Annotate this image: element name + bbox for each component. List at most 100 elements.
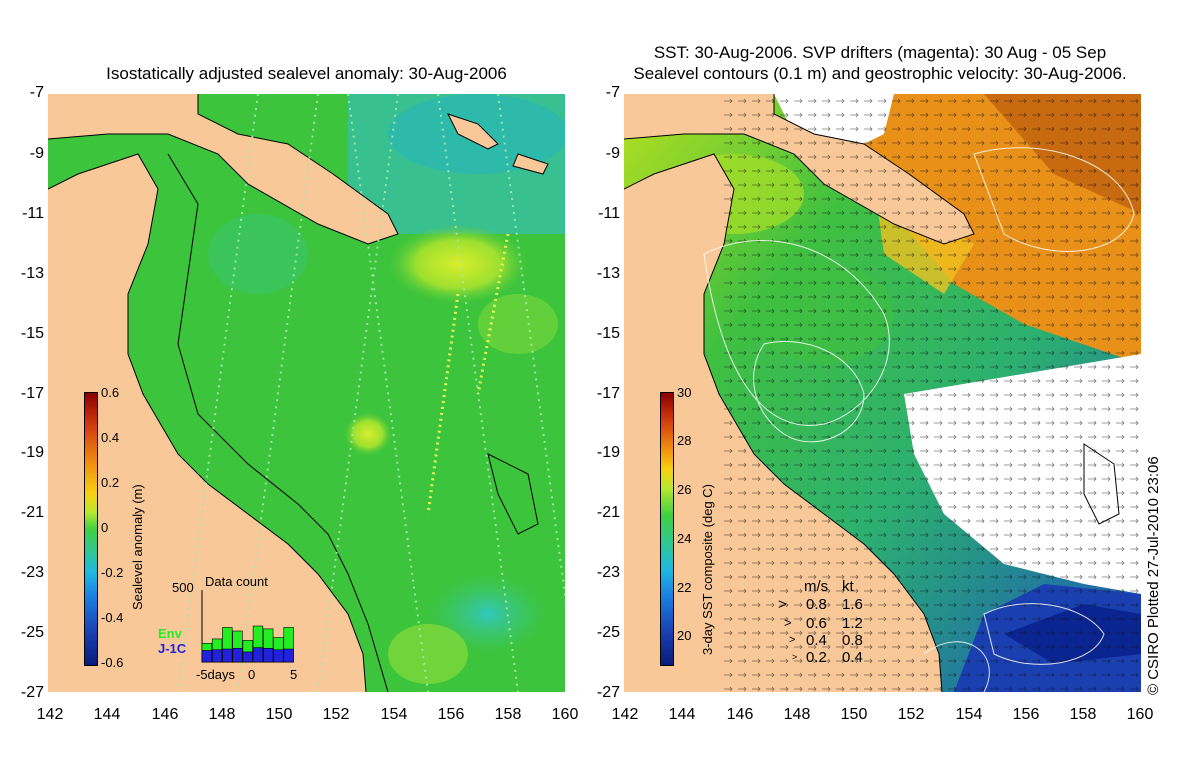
right-panel-title-line2: Sealevel contours (0.1 m) and geostrophi… (633, 64, 1127, 83)
sla-colorbar-label: Sealevel anomaly (m) (130, 484, 145, 610)
sst-map (624, 94, 1141, 692)
velocity-legend-kt: 1.6 (842, 596, 863, 613)
left-y-tick: -27 (20, 684, 44, 701)
right-y-tick: -15 (596, 325, 620, 342)
left-y-tick: -7 (29, 84, 44, 101)
right-y-tick: -25 (596, 624, 620, 641)
legend-env: Env (158, 626, 182, 641)
legend-env-label: Env (158, 626, 182, 641)
data-count-xtick: 5 (290, 667, 298, 682)
velocity-legend-ms: 0.2 (806, 649, 827, 666)
sst-colorbar-tick: 20 (677, 628, 692, 643)
left-y-tick: -15 (20, 325, 44, 342)
sla-colorbar-tick: 0.6 (101, 385, 120, 400)
right-x-tick: 156 (1012, 706, 1040, 723)
right-x-tick: 160 (1126, 706, 1154, 723)
left-x-tick: 146 (151, 706, 179, 723)
right-y-tick: -7 (605, 84, 620, 101)
left-x-tick: 152 (322, 706, 350, 723)
sst-colorbar-tick: 28 (677, 433, 692, 448)
right-y-tick: -11 (598, 205, 620, 222)
right-y-tick: -19 (596, 444, 620, 461)
left-y-tick: -13 (20, 265, 44, 282)
sla-colorbar-tick: 0.4 (101, 430, 120, 445)
left-y-tick: -25 (20, 624, 44, 641)
right-x-tick: 158 (1069, 706, 1097, 723)
sst-colorbar-tick: 24 (677, 531, 692, 546)
data-count-title: Data count (205, 574, 268, 589)
left-y-tick: -23 (20, 564, 44, 581)
velocity-legend-ms: 0.4 (806, 632, 827, 649)
sla-map (48, 94, 565, 692)
left-y-tick: -19 (20, 444, 44, 461)
histogram-bar-j1c (242, 651, 253, 663)
right-x-tick: 146 (726, 706, 754, 723)
data-count-xtick: -5days (196, 667, 236, 682)
sla-colorbar-tick: -0.4 (101, 610, 124, 625)
sst-map-svg (624, 94, 1141, 692)
data-count-xtick: 0 (248, 667, 256, 682)
velocity-legend-ms-header: m/s (804, 578, 829, 595)
histogram-bar-j1c (222, 648, 233, 663)
left-x-tick: 154 (380, 706, 408, 723)
left-x-tick: 150 (265, 706, 293, 723)
histogram-bar-j1c (211, 649, 223, 663)
right-y-tick: -23 (596, 564, 620, 581)
right-y-tick: -27 (596, 684, 620, 701)
left-x-tick: 144 (93, 706, 121, 723)
velocity-arrow-icon: > (789, 634, 796, 646)
velocity-legend-kt: 1.2 (842, 615, 863, 632)
right-y-tick: -21 (596, 504, 620, 521)
sla-colorbar-tick: -0.2 (101, 565, 124, 580)
velocity-legend-ms: 0.6 (806, 615, 827, 632)
sst-colorbar-tick: 26 (677, 482, 692, 497)
histogram-bar-j1c (232, 648, 243, 663)
sla-colorbar-tick: 0 (101, 520, 109, 535)
data-count-ymax: 500 (172, 580, 194, 595)
velocity-legend-kt-header: kt (842, 578, 854, 595)
histogram-bar-j1c (273, 649, 284, 663)
velocity-arrow-icon: > (792, 652, 798, 662)
sla-colorbar-tick: -0.6 (101, 655, 124, 670)
histogram-bar-j1c (201, 650, 213, 663)
sst-colorbar-tick: 30 (677, 385, 692, 400)
right-panel-title-line1: SST: 30-Aug-2006. SVP drifters (magenta)… (653, 43, 1107, 62)
right-x-tick: 148 (783, 706, 811, 723)
credit-text: © CSIRO Plotted 27-Jul-2010 23:06 (1145, 456, 1162, 695)
left-x-tick: 148 (208, 706, 236, 723)
histogram-bar-j1c (263, 648, 274, 663)
sst-colorbar-tick: 22 (677, 580, 692, 595)
sla-colorbar-tick: 0.2 (101, 475, 120, 490)
left-y-tick: -9 (29, 145, 44, 162)
left-panel-title: Isostatically adjusted sealevel anomaly:… (106, 64, 507, 83)
histogram-bar-j1c (283, 648, 294, 663)
right-x-tick: 150 (840, 706, 868, 723)
legend-j1c-label: J-1C (158, 641, 187, 656)
right-y-tick: -9 (605, 145, 620, 162)
right-x-tick: 152 (897, 706, 925, 723)
velocity-arrow-icon: > (778, 596, 787, 613)
left-y-tick: -11 (22, 205, 44, 222)
left-x-tick: 160 (551, 706, 579, 723)
velocity-legend-kt: 0.8 (842, 632, 863, 649)
velocity-arrow-icon: > (784, 615, 792, 630)
right-x-tick: 144 (668, 706, 696, 723)
sla-colorbar (84, 392, 98, 666)
legend-j1c: J-1C (158, 641, 186, 656)
left-y-tick: -17 (20, 385, 44, 402)
right-y-tick: -17 (596, 385, 620, 402)
right-x-tick: 154 (955, 706, 983, 723)
right-x-tick: 142 (611, 706, 639, 723)
data-count-histogram (201, 590, 294, 663)
left-x-tick: 158 (494, 706, 522, 723)
left-y-tick: -21 (20, 504, 44, 521)
sst-colorbar-label: 3-day SST composite (deg C) (700, 484, 715, 655)
left-x-tick: 156 (437, 706, 465, 723)
velocity-legend-kt: 0.4 (842, 649, 863, 666)
sst-colorbar (660, 392, 674, 666)
velocity-legend-ms: 0.8 (806, 596, 827, 613)
histogram-bar-j1c (252, 647, 264, 663)
sla-map-svg (48, 94, 565, 692)
left-x-tick: 142 (36, 706, 64, 723)
right-y-tick: -13 (596, 265, 620, 282)
